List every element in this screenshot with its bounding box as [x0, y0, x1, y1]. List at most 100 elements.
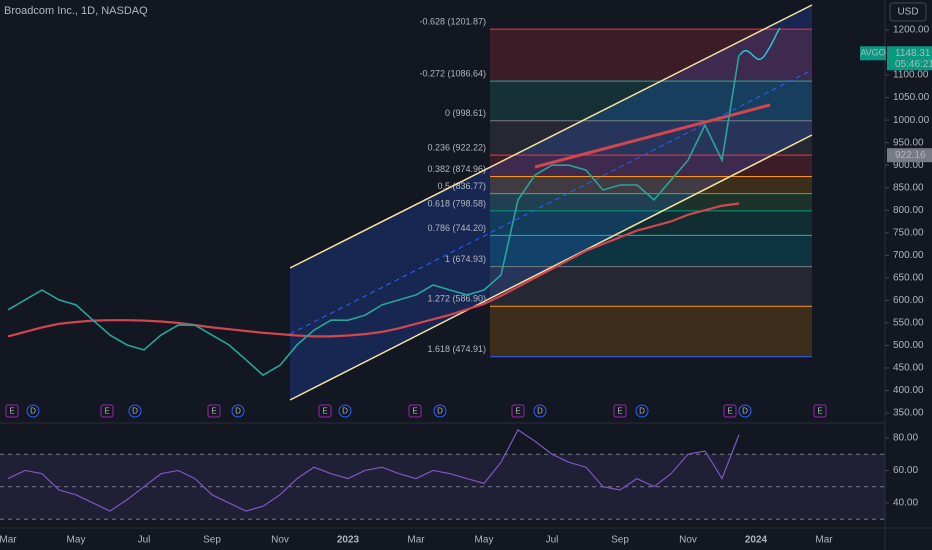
- y-tick-label: 950.00: [893, 137, 924, 148]
- event-marker: [318, 404, 332, 418]
- series-line: [7, 54, 740, 377]
- channel-top: [289, 4, 813, 269]
- price-tag: [887, 148, 932, 163]
- fib-group: -0.628 (1201.87) -0.272 (1086.64) 0 (998.6…: [419, 17, 812, 358]
- fib-label: -0.628 (1201.87): [419, 17, 486, 27]
- rsi-line: [7, 429, 740, 512]
- y-tick-label: 650.00: [893, 272, 924, 283]
- channel-mid: [289, 69, 813, 335]
- event-label: E: [322, 407, 327, 416]
- event-marker: [813, 404, 827, 418]
- x-tick-label: Nov: [679, 535, 697, 546]
- event-label: E: [515, 407, 520, 416]
- rsi-tick-label: 40.00: [893, 498, 918, 509]
- x-tick-label: Mar: [0, 535, 17, 546]
- x-tick-label: Jul: [138, 535, 151, 546]
- y-tick-label: 700.00: [893, 250, 924, 261]
- x-tick-label: Mar: [815, 535, 833, 546]
- x-tick-label: Sep: [611, 535, 629, 546]
- fib-band: [490, 29, 812, 82]
- y-tick-label: 500.00: [893, 340, 924, 351]
- y-tick-label: 350.00: [893, 408, 924, 419]
- x-tick-label: 2023: [337, 535, 360, 546]
- price-tag-countdown: 05:46:21: [895, 59, 932, 70]
- fib-label: 1 (674.93): [445, 254, 486, 264]
- x-tick-label: Jul: [546, 535, 559, 546]
- event-label: E: [817, 407, 822, 416]
- event-label: D: [30, 407, 36, 416]
- channel-bottom: [289, 134, 813, 401]
- event-label: D: [235, 407, 241, 416]
- fib-label: 0.382 (874.96): [427, 164, 486, 174]
- fib-band: [490, 120, 812, 156]
- fib-label: 1.618 (474.91): [427, 344, 486, 354]
- chart-title: Broadcom Inc., 1D, NASDAQ: [4, 5, 148, 17]
- x-tick-label: May: [67, 535, 86, 546]
- x-tick-label: Mar: [407, 535, 425, 546]
- fib-label: -0.272 (1086.64): [419, 68, 486, 78]
- rsi-tick-label: 80.00: [893, 433, 918, 444]
- y-tick-label: 750.00: [893, 227, 924, 238]
- event-label: D: [639, 407, 645, 416]
- y-tick-label: 1050.00: [893, 92, 930, 103]
- y-tick-label: 800.00: [893, 205, 924, 216]
- event-marker: [613, 404, 627, 418]
- fib-band: [490, 193, 812, 211]
- fib-band: [490, 266, 812, 307]
- projection: [739, 27, 781, 61]
- fib-label: 0.618 (798.58): [427, 198, 486, 208]
- regression-line: [534, 103, 771, 169]
- event-label: D: [132, 407, 138, 416]
- y-tick-label: 1100.00: [893, 70, 929, 81]
- symbol-tag: [860, 46, 886, 61]
- event-marker: [100, 404, 114, 418]
- event-marker: [128, 404, 142, 418]
- symbol-tag-label: AVGO: [860, 48, 885, 58]
- event-marker: [408, 404, 422, 418]
- y-tick-label: 850.00: [893, 182, 924, 193]
- event-marker: [433, 404, 447, 418]
- y-tick-label: 450.00: [893, 363, 924, 374]
- fib-band: [490, 81, 812, 121]
- y-tick-label: 600.00: [893, 295, 924, 306]
- event-label: D: [537, 407, 543, 416]
- event-marker: [338, 404, 352, 418]
- y-tick-label: 900.00: [893, 160, 924, 171]
- fib-band: [490, 155, 812, 177]
- y-tick-label: 1200.00: [893, 25, 930, 36]
- fib-band: [490, 235, 812, 267]
- event-label: D: [437, 407, 443, 416]
- event-label: E: [104, 407, 109, 416]
- fib-band: [490, 176, 812, 194]
- fib-label: 0.786 (744.20): [427, 223, 486, 233]
- event-label: E: [617, 407, 622, 416]
- event-marker: [533, 404, 547, 418]
- event-label: E: [211, 407, 216, 416]
- event-marker: [5, 404, 19, 418]
- y-tick-label: 400.00: [893, 385, 924, 396]
- price-tag-value: 1148.31: [895, 48, 931, 59]
- fib-label: 0 (998.61): [445, 108, 486, 118]
- currency[interactable]: USD: [897, 7, 918, 18]
- event-label: E: [9, 407, 14, 416]
- x-tick-label: Nov: [271, 535, 289, 546]
- y-tick-label: 1000.00: [893, 115, 930, 126]
- rsi-tick-label: 60.00: [893, 465, 918, 476]
- series-line: [7, 202, 740, 338]
- x-tick-label: 2024: [745, 535, 768, 546]
- event-label: E: [727, 407, 732, 416]
- event-marker: [207, 404, 221, 418]
- fib-label: 0.236 (922.22): [427, 143, 486, 153]
- fib-band: [490, 210, 812, 236]
- event-marker: [635, 404, 649, 418]
- event-marker: [738, 404, 752, 418]
- event-marker: [723, 404, 737, 418]
- x-tick-label: May: [475, 535, 494, 546]
- price-tag-value: 922.16: [895, 150, 926, 161]
- x-tick-label: Sep: [203, 535, 221, 546]
- event-marker: [26, 404, 40, 418]
- fib-label: 0.5 (836.77): [437, 181, 486, 191]
- currency-button[interactable]: [889, 2, 927, 22]
